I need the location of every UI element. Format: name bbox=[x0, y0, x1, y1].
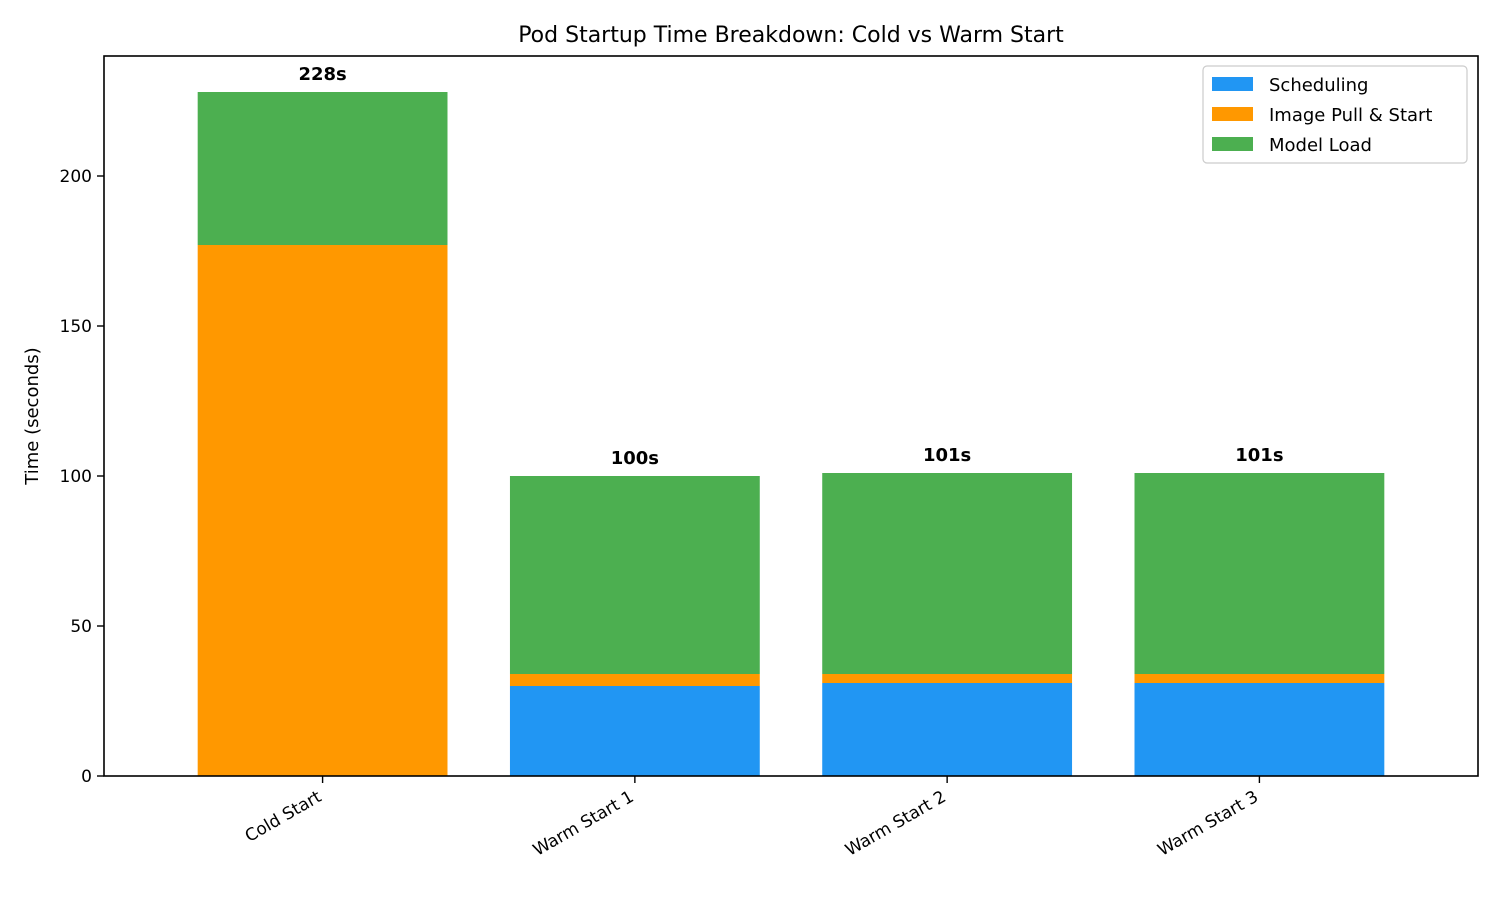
y-tick-label-5: 200 bbox=[60, 167, 92, 187]
total-label-4: 101s bbox=[1235, 445, 1283, 466]
plot-frame bbox=[103, 55, 1479, 777]
bar-segment-3-2 bbox=[509, 476, 760, 674]
bar-segment-1-2 bbox=[509, 686, 760, 776]
bar-segment-2-3 bbox=[822, 674, 1073, 683]
x-tick-label-1: Cold Start bbox=[242, 787, 326, 847]
x-tick-label-4: Warm Start 3 bbox=[1154, 787, 1261, 861]
y-tick-label-1: 0 bbox=[81, 767, 92, 787]
bar-segment-2-1 bbox=[197, 245, 448, 776]
x-tick-label-3: Warm Start 2 bbox=[842, 787, 949, 861]
bar-segment-2-4 bbox=[1134, 674, 1385, 683]
chart-title: Pod Startup Time Breakdown: Cold vs Warm… bbox=[518, 23, 1064, 48]
labels-layer: 228s 100s 101s 101s bbox=[298, 64, 1283, 469]
y-tick-label-3: 100 bbox=[60, 467, 92, 487]
bar-segment-1-4 bbox=[1134, 683, 1385, 776]
legend-swatch-1 bbox=[1212, 77, 1253, 91]
legend-box bbox=[1202, 65, 1468, 164]
total-label-2: 100s bbox=[611, 448, 659, 469]
legend-swatch-3 bbox=[1212, 137, 1253, 151]
legend-label-3: Model Load bbox=[1269, 135, 1372, 156]
y-axis-label: Time (seconds) bbox=[22, 347, 43, 485]
bar-segment-3-1 bbox=[197, 92, 448, 245]
y-tick-label-2: 50 bbox=[70, 617, 92, 637]
legend: Scheduling Image Pull & Start Model Load bbox=[1202, 65, 1468, 164]
x-tick-label-2: Warm Start 1 bbox=[530, 787, 637, 861]
total-label-1: 228s bbox=[298, 64, 346, 85]
bar-segment-1-3 bbox=[822, 683, 1073, 776]
legend-swatch-2 bbox=[1212, 107, 1253, 121]
bars-layer bbox=[197, 92, 1385, 776]
y-tick-label-4: 150 bbox=[60, 317, 92, 337]
legend-label-2: Image Pull & Start bbox=[1269, 105, 1433, 126]
total-label-3: 101s bbox=[923, 445, 971, 466]
legend-label-1: Scheduling bbox=[1269, 75, 1368, 96]
bar-segment-2-2 bbox=[509, 674, 760, 686]
bar-segment-3-3 bbox=[822, 473, 1073, 674]
bar-segment-3-4 bbox=[1134, 473, 1385, 674]
